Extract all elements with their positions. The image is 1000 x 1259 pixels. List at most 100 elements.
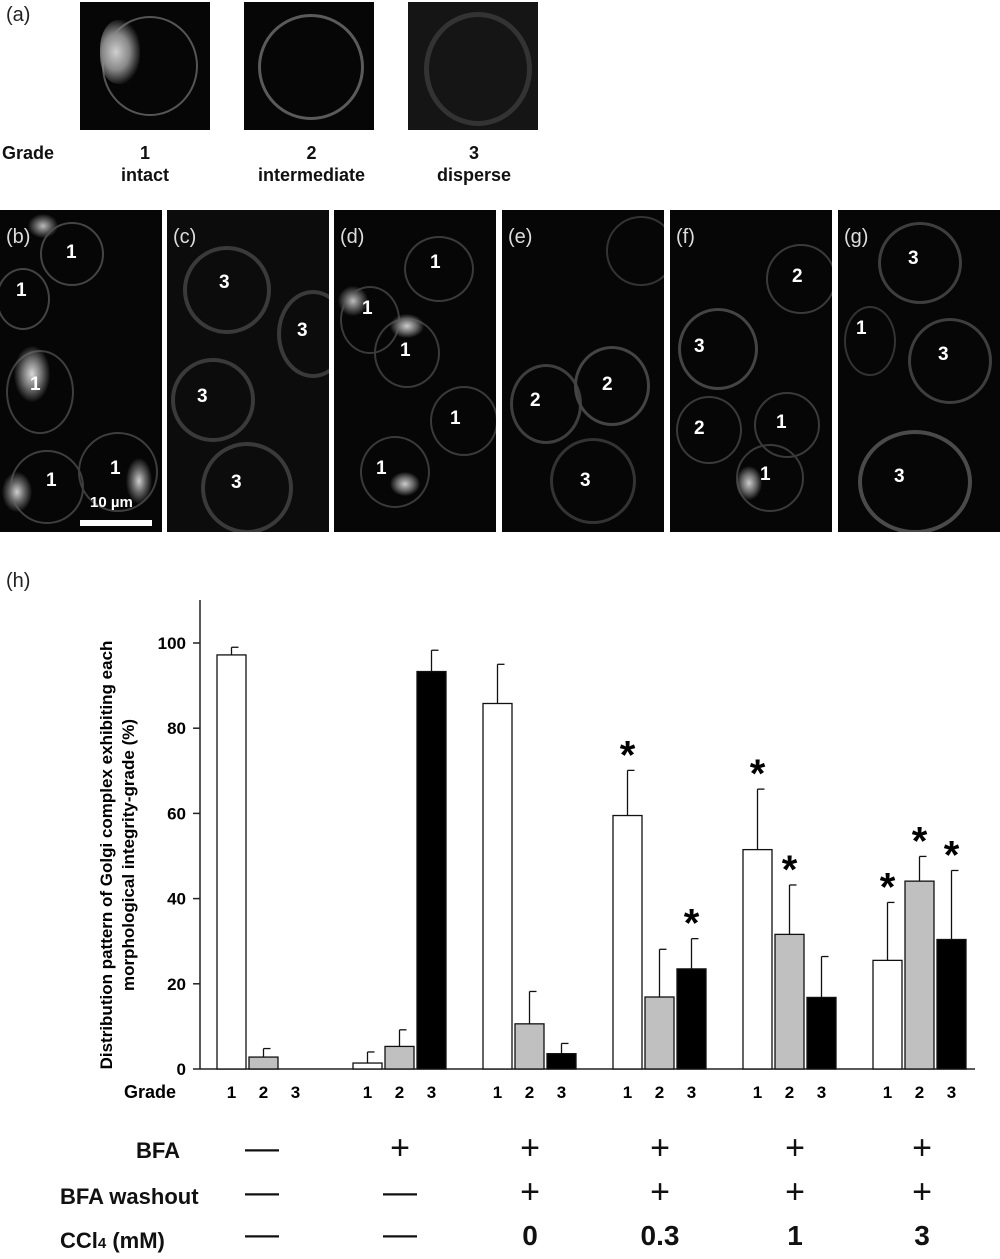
bar — [936, 938, 967, 1070]
cell-grade-label: 1 — [376, 458, 387, 479]
grade-tick-label: 3 — [817, 1083, 826, 1102]
y-axis-label: Distribution pattern of Golgi complex ex… — [97, 641, 138, 1070]
bar — [612, 814, 643, 1070]
micrograph-f: (f) 2 3 2 1 1 — [670, 210, 832, 532]
cell-grade-label: 1 — [400, 340, 411, 361]
grade-1-name: intact — [120, 165, 169, 185]
cell-grade-label: 1 — [760, 464, 771, 485]
scale-bar — [80, 520, 152, 526]
grade-2-caption: 2 intermediate — [244, 142, 379, 186]
y-axis-label-line: morphological integrity-grade (%) — [119, 719, 138, 991]
significance-marker: * — [620, 733, 636, 777]
micrograph-e: (e) 2 2 3 — [502, 210, 664, 532]
grade-tick-label: 2 — [259, 1083, 268, 1102]
y-tick-label: 100 — [158, 634, 186, 653]
micrograph-c: (c) 3 3 3 3 — [167, 210, 329, 532]
cell-grade-label: 1 — [110, 458, 121, 479]
grade-3-caption: 3 disperse — [420, 142, 528, 186]
cell-grade-label: 2 — [694, 418, 705, 439]
bar — [904, 880, 935, 1070]
condition-cell: + — [912, 1129, 932, 1167]
grade-tick-label: 2 — [785, 1083, 794, 1102]
y-tick-label: 80 — [167, 719, 186, 738]
significance-marker: * — [912, 819, 928, 863]
ccl4-row-label: CCl4 (mM) — [60, 1228, 165, 1254]
grade-tick-label: 2 — [395, 1083, 404, 1102]
y-tick-label: 0 — [177, 1060, 186, 1079]
cell-grade-label: 3 — [580, 470, 591, 491]
grade-tick-label: 1 — [883, 1083, 892, 1102]
condition-cell: + — [390, 1129, 410, 1167]
cell-grade-label: 3 — [938, 344, 949, 365]
cell-grade-label: 1 — [30, 374, 41, 395]
grade-tick-label: 1 — [493, 1083, 502, 1102]
cell-grade-label: 1 — [66, 242, 77, 263]
significance-marker: * — [782, 848, 798, 892]
condition-cell: — — [383, 1173, 417, 1211]
micrograph-g: (g) 3 1 3 3 — [838, 210, 1000, 532]
panel-h-label: (h) — [6, 570, 31, 592]
grade-tick-label: 1 — [363, 1083, 372, 1102]
bar — [774, 933, 805, 1070]
grade-2-number: 2 — [306, 143, 317, 163]
ccl4-label-main: CCl — [60, 1228, 98, 1253]
cell-grade-label: 1 — [856, 318, 867, 339]
significance-marker: * — [944, 833, 960, 877]
cell-grade-label: 3 — [231, 472, 242, 493]
cell-grade-label: 3 — [894, 466, 905, 487]
y-tick-label: 40 — [167, 890, 186, 909]
panel-c-label: (c) — [173, 226, 197, 248]
cell-grade-label: 1 — [776, 412, 787, 433]
cell-grade-label: 2 — [792, 266, 803, 287]
grade-tick-label: 3 — [427, 1083, 436, 1102]
bfa-row-label: BFA — [136, 1138, 180, 1163]
condition-cell: 1 — [787, 1220, 803, 1251]
condition-cell: + — [650, 1129, 670, 1167]
grade-2-example-image — [244, 2, 374, 130]
grade-axis-label: Grade — [124, 1082, 176, 1102]
micrograph-b: (b) 1 1 1 1 1 10 µm — [0, 210, 162, 532]
condition-cell: + — [785, 1129, 805, 1167]
scale-bar-label: 10 µm — [90, 494, 133, 511]
significance-marker: * — [880, 865, 896, 909]
grade-heading: Grade — [2, 143, 55, 163]
grade-1-number: 1 — [139, 143, 150, 163]
condition-cell: — — [245, 1129, 279, 1167]
condition-cell: 0 — [522, 1220, 538, 1251]
ccl4-label-unit: (mM) — [106, 1228, 165, 1253]
significance-marker: * — [684, 902, 700, 946]
bar-chart: 0 20 40 60 80 100 Distribution pattern of Golg… — [97, 600, 975, 1102]
y-axis-label-line: Distribution pattern of Golgi complex ex… — [97, 641, 116, 1070]
condition-cell: + — [650, 1173, 670, 1211]
condition-cell: + — [520, 1173, 540, 1211]
panel-a-label: (a) — [6, 4, 31, 26]
panel-e-label: (e) — [508, 226, 533, 248]
grade-tick-label: 3 — [557, 1083, 566, 1102]
bar — [482, 702, 513, 1070]
bar — [248, 1056, 279, 1070]
cell-grade-label: 2 — [602, 374, 613, 395]
cell-grade-label: 3 — [297, 320, 308, 341]
grade-tick-label: 2 — [915, 1083, 924, 1102]
cell-grade-label: 2 — [530, 390, 541, 411]
condition-cell: + — [785, 1173, 805, 1211]
bar — [546, 1053, 577, 1070]
cell-grade-label: 3 — [908, 248, 919, 269]
bar — [352, 1062, 383, 1070]
cell-grade-label: 1 — [362, 298, 373, 319]
cell-grade-label: 3 — [197, 386, 208, 407]
bar — [416, 670, 447, 1070]
grade-tick-label: 1 — [623, 1083, 632, 1102]
condition-cell: + — [520, 1129, 540, 1167]
y-tick-label: 60 — [167, 804, 186, 823]
cell-grade-label: 1 — [46, 470, 57, 491]
y-tick-label: 20 — [167, 975, 186, 994]
bar — [384, 1045, 415, 1070]
condition-cell: 0.3 — [640, 1220, 680, 1251]
grade-3-example-image — [408, 2, 538, 130]
grade-1-caption: 1 intact — [100, 142, 190, 186]
grade-tick-label: 2 — [655, 1083, 664, 1102]
grade-tick-label: 1 — [753, 1083, 762, 1102]
condition-cell: — — [245, 1215, 279, 1253]
grade-tick-label: 3 — [947, 1083, 956, 1102]
